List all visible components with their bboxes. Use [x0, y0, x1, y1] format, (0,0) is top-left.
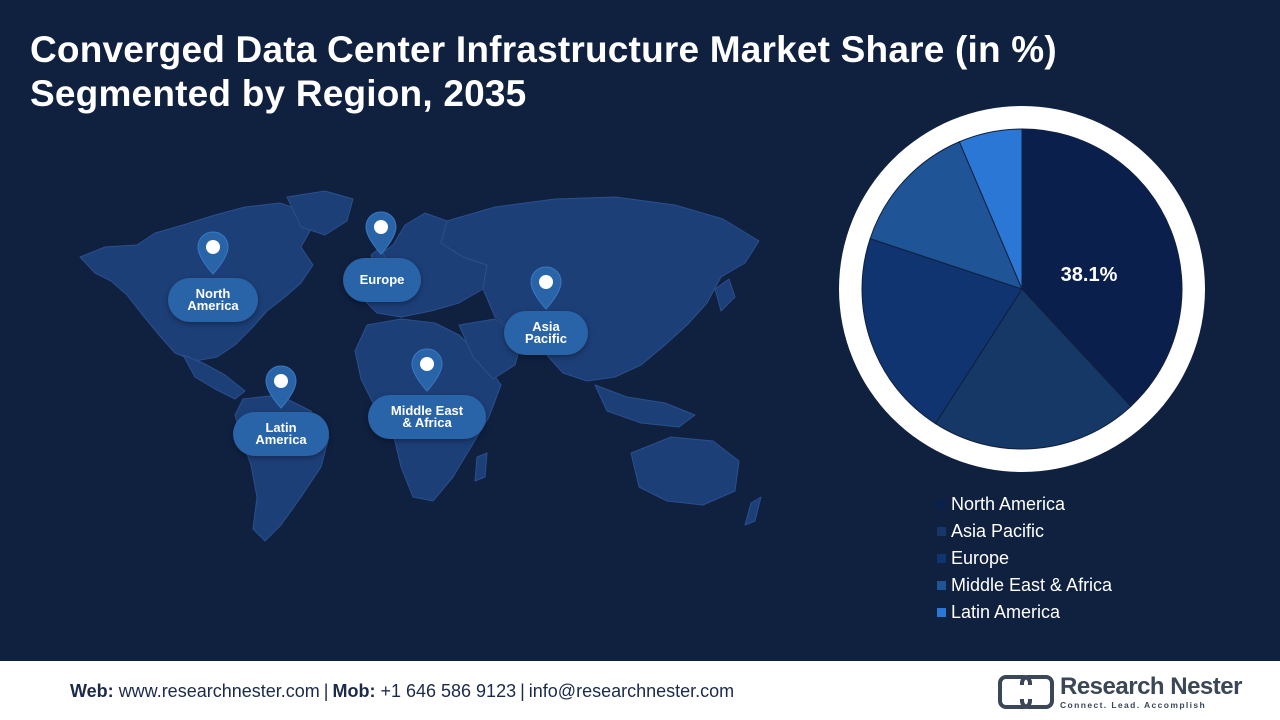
location-pin-icon [365, 211, 397, 255]
pie-slices [861, 128, 1183, 450]
legend-label: North America [951, 494, 1066, 514]
email-link[interactable]: info@researchnester.com [528, 681, 735, 701]
divider: | [323, 681, 329, 701]
pie-slice-middle-east-africa [869, 141, 1023, 290]
legend-label: Latin America [951, 602, 1061, 622]
marker-label-line: Europe [359, 272, 405, 287]
phone-link[interactable]: +1 646 586 9123 [380, 681, 517, 701]
location-pin-icon [411, 348, 443, 392]
asia-landmass [440, 196, 760, 382]
pie-legend: North America Asia Pacific Europe Middle… [937, 491, 1112, 626]
legend-item: Latin America [937, 599, 1112, 626]
marker-label-europe: Europe [343, 258, 421, 302]
greenland-landmass [286, 190, 354, 236]
mob-label: Mob: [332, 681, 376, 701]
japan-landmass [714, 278, 736, 312]
pie-chart: 38.1% [839, 106, 1205, 472]
marker-label-line: Latin [265, 420, 297, 435]
pie-slice-asia-pacific [934, 288, 1132, 450]
divider: | [520, 681, 525, 701]
legend-item: Europe [937, 545, 1112, 572]
marker-label-north-america: North America [168, 278, 258, 322]
madagascar-landmass [474, 452, 488, 482]
marker-label-line: Asia [532, 319, 560, 334]
chart-title: Converged Data Center Infrastructure Mar… [30, 28, 1057, 116]
logo-mark-icon [998, 675, 1054, 709]
legend-label: Asia Pacific [951, 521, 1045, 541]
marker-label-line: America [255, 432, 307, 447]
legend-swatch [937, 608, 946, 617]
marker-label-line: & Africa [402, 415, 452, 430]
legend-swatch [937, 527, 946, 536]
australia-landmass [630, 436, 740, 506]
pie-slice-north-america [1021, 128, 1183, 408]
marker-label-latin-america: Latin America [233, 412, 329, 456]
legend-item: Middle East & Africa [937, 572, 1112, 599]
central-america-landmass [182, 354, 246, 400]
title-line-1: Converged Data Center Infrastructure Mar… [30, 29, 1057, 70]
logo-name: Research Nester [1060, 673, 1242, 700]
website-link[interactable]: www.researchnester.com [118, 681, 320, 701]
legend-swatch [937, 500, 946, 509]
legend-item: Asia Pacific [937, 518, 1112, 545]
title-line-2: Segmented by Region, 2035 [30, 73, 527, 114]
marker-label-line: Middle East [390, 403, 464, 418]
marker-label-asia-pacific: Asia Pacific [504, 311, 588, 355]
marker-label-line: North [195, 286, 231, 301]
footer: Web: www.researchnester.com | Mob: +1 646 … [0, 661, 1280, 720]
legend-label: Middle East & Africa [951, 575, 1113, 595]
pie-slice-latin-america [958, 128, 1023, 290]
legend-label: Europe [951, 548, 1010, 568]
research-nester-logo: Research Nester Connect. Lead. Accomplis… [998, 673, 1242, 713]
new-zealand-landmass [744, 496, 762, 526]
location-pin-icon [530, 266, 562, 310]
slice-data-label: 38.1% [1061, 264, 1118, 286]
location-pin-icon [197, 231, 229, 275]
pie-slice-europe [861, 237, 1023, 425]
web-label: Web: [70, 681, 114, 701]
marker-label-middle-east-africa: Middle East & Africa [368, 395, 486, 439]
southeast-asia-landmass [594, 384, 696, 428]
location-pin-icon [265, 365, 297, 409]
contact-info: Web: www.researchnester.com | Mob: +1 646 … [70, 681, 734, 702]
logo-tagline: Connect. Lead. Accomplish [1060, 700, 1207, 710]
legend-item: North America [937, 491, 1112, 518]
infographic-panel: Converged Data Center Infrastructure Mar… [30, 28, 1205, 626]
legend-swatch [937, 554, 946, 563]
legend-swatch [937, 581, 946, 590]
marker-label-line: Pacific [525, 331, 567, 346]
marker-label-line: America [187, 298, 239, 313]
